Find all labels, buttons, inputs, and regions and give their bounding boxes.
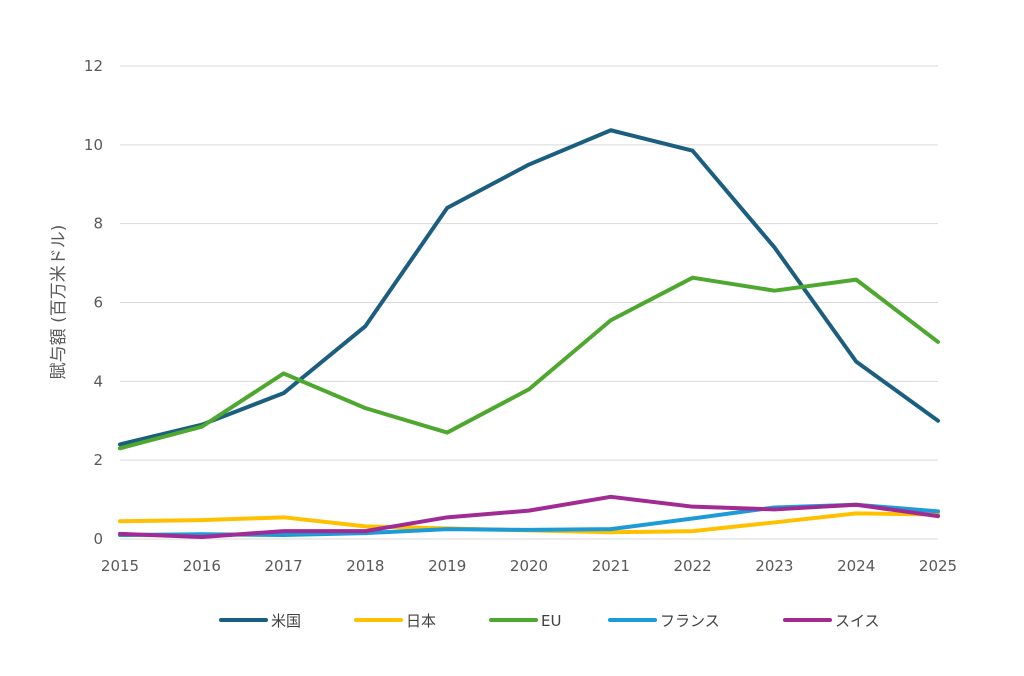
legend-label: EU (541, 612, 561, 630)
legend-item: フランス (608, 612, 720, 630)
legend-label: 日本 (406, 612, 436, 630)
x-tick-label: 2020 (510, 557, 548, 575)
legend-item: スイス (783, 612, 880, 630)
series-lines (118, 128, 940, 540)
gridlines (120, 65, 938, 540)
y-tick-label: 12 (84, 57, 103, 75)
legend-label: 米国 (271, 612, 301, 630)
x-tick-label: 2021 (592, 557, 630, 575)
legend-label: フランス (660, 612, 720, 630)
legend-item: 日本 (354, 612, 436, 630)
x-axis-ticks: 2015 2016 2017 2018 2019 2020 2021 2022 2023 2024… (101, 557, 957, 575)
legend-item: 米国 (219, 612, 301, 630)
series-line-0 (118, 128, 940, 447)
y-tick-label: 4 (93, 372, 103, 390)
y-tick-label: 10 (84, 136, 103, 154)
y-tick-label: 2 (93, 451, 103, 469)
y-tick-label: 6 (93, 294, 103, 312)
y-tick-label: 0 (93, 530, 103, 548)
legend: 米国 日本 EU フランス スイス (219, 612, 880, 630)
legend-item: EU (489, 612, 561, 630)
series-line-2 (118, 275, 940, 451)
x-tick-label: 2018 (346, 557, 384, 575)
series-line-4 (118, 494, 940, 540)
x-tick-label: 2022 (674, 557, 712, 575)
x-tick-label: 2016 (183, 557, 221, 575)
x-tick-label: 2023 (755, 557, 793, 575)
y-tick-label: 8 (93, 215, 103, 233)
x-tick-label: 2025 (919, 557, 957, 575)
legend-label: スイス (835, 612, 880, 630)
x-tick-label: 2019 (428, 557, 466, 575)
y-axis-title: 賦与額 (百万米ドル) (49, 225, 69, 380)
x-tick-label: 2015 (101, 557, 139, 575)
x-tick-label: 2024 (837, 557, 875, 575)
x-tick-label: 2017 (265, 557, 303, 575)
y-axis-ticks: 0 2 4 6 8 10 12 (84, 57, 103, 548)
